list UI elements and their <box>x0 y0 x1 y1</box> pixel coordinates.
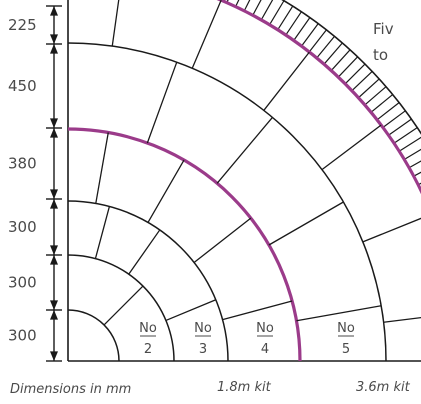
quadrant-body <box>67 0 421 362</box>
edging-block <box>301 23 319 47</box>
paving-joint <box>94 206 111 259</box>
dimension-column: 225 450 380 300 300 300 <box>8 5 62 362</box>
edging-block <box>293 17 311 41</box>
edging-block <box>364 86 387 106</box>
ring-label-number: 2 <box>144 342 152 357</box>
ring-label-number: 5 <box>342 342 350 357</box>
edging-block <box>376 102 400 121</box>
edging-block <box>408 160 421 169</box>
edging-block <box>403 148 421 160</box>
note-line-1: Fiv <box>373 20 394 38</box>
edging-block <box>235 0 240 7</box>
kit-1-8m-caption: 1.8m kit <box>217 380 272 395</box>
edging-block <box>370 94 394 113</box>
edging-block <box>252 0 262 16</box>
paving-joint <box>165 299 217 322</box>
ring-label-word: No <box>337 321 355 336</box>
edging-block <box>351 70 373 92</box>
kit-3-6m-caption: 3.6m kit <box>356 380 411 395</box>
paving-joint <box>95 132 109 204</box>
edging-block <box>330 49 351 71</box>
paving-joint <box>362 217 421 243</box>
ring-boundary <box>67 42 387 362</box>
edging-outer-arc <box>280 0 421 135</box>
dimension-arrow <box>50 6 58 16</box>
edging-block <box>269 0 285 26</box>
dimension-arrow <box>50 245 58 255</box>
dimension-arrow <box>50 351 58 361</box>
dimension-label: 300 <box>8 327 37 345</box>
ring-label-word: No <box>256 321 274 336</box>
dimension-arrow <box>50 300 58 310</box>
ring-boundary <box>67 200 229 362</box>
ring-labels: No 2 No 3 No 4 No 5 <box>139 321 355 357</box>
edging-block <box>260 0 274 21</box>
paving-joint <box>111 0 120 47</box>
dimension-arrow <box>50 199 58 209</box>
kit-boundary-ring <box>216 0 421 195</box>
dimension-label: 225 <box>8 16 37 34</box>
dimension-arrow <box>50 255 58 265</box>
edging-block <box>316 35 335 59</box>
paving-joint <box>103 285 144 326</box>
paving-joint <box>193 217 252 264</box>
edging-block <box>398 136 421 152</box>
dimension-label: 450 <box>8 77 37 95</box>
edging-block <box>323 42 343 65</box>
dimension-arrow <box>50 310 58 320</box>
dimension-arrow <box>50 118 58 128</box>
paving-joint <box>263 51 310 111</box>
edging-block <box>243 0 251 12</box>
note-line-2: to <box>373 46 388 64</box>
dimension-arrow <box>50 34 58 44</box>
edging-block <box>388 118 412 136</box>
paving-joint <box>191 0 222 69</box>
paving-joint <box>146 61 178 144</box>
dimension-label: 380 <box>8 155 37 173</box>
edging-block <box>308 29 327 53</box>
paving-joint <box>321 124 382 171</box>
edging-block <box>413 171 421 177</box>
dimension-label: 300 <box>8 218 37 236</box>
edging-block <box>337 56 359 78</box>
ring-label-number: 3 <box>199 342 207 357</box>
dimension-label: 300 <box>8 274 37 292</box>
paving-joint <box>296 305 382 322</box>
kit-boundary-ring <box>67 127 302 362</box>
ring-label-word: No <box>194 321 212 336</box>
paving-joint <box>128 229 161 275</box>
dimension-arrow <box>50 44 58 54</box>
ring-label-word: No <box>139 321 157 336</box>
edging-block <box>344 63 366 85</box>
paving-joint <box>268 201 344 246</box>
dimension-arrow <box>50 128 58 138</box>
edging-block <box>285 11 302 36</box>
dimension-arrow <box>50 189 58 199</box>
paving-joint <box>383 317 421 323</box>
units-caption: Dimensions in mm <box>10 382 131 397</box>
ring-label-number: 4 <box>261 342 269 357</box>
edging-block <box>358 78 380 99</box>
paving-joint <box>222 300 293 321</box>
paving-joint <box>147 159 185 223</box>
paving-joint <box>216 116 273 184</box>
edging-block <box>277 5 294 31</box>
edging-block <box>382 110 406 128</box>
edging-block <box>393 127 418 144</box>
circle-quadrant <box>67 0 421 362</box>
